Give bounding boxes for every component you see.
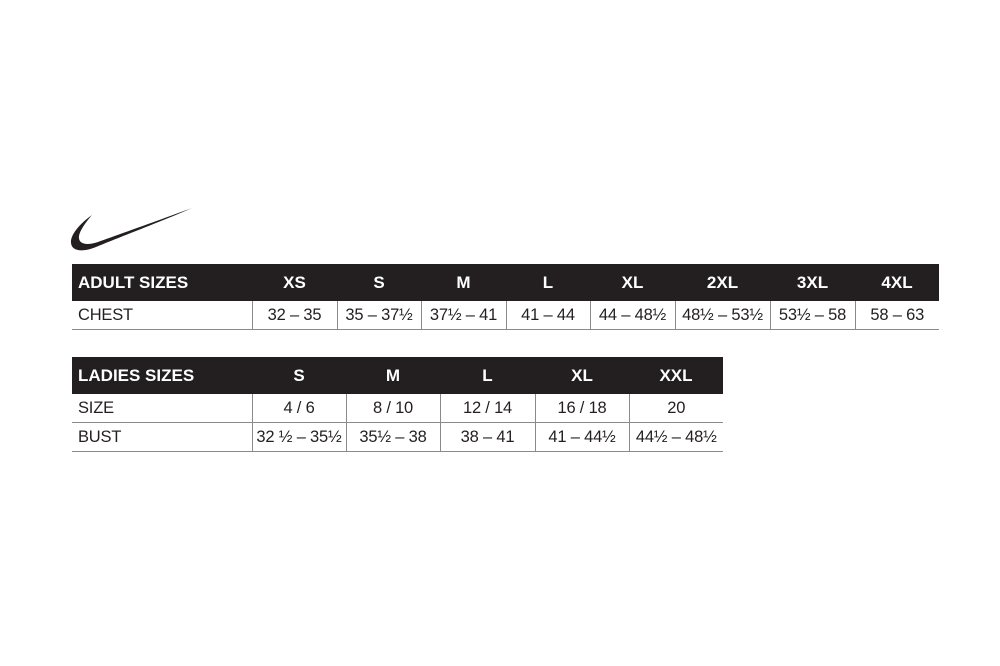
adult-header-row: ADULT SIZES XS S M L XL 2XL 3XL 4XL [72,264,939,301]
ladies-title: LADIES SIZES [72,357,252,394]
size-header: L [506,264,590,301]
size-header: XL [535,357,629,394]
table-cell: 41 – 44½ [534,422,629,452]
size-header: XS [252,264,337,301]
size-header: S [337,264,421,301]
size-header: L [440,357,535,394]
size-header: 2XL [675,264,770,301]
table-cell: 8 / 10 [345,394,440,423]
table-cell: 38 – 41 [439,422,535,452]
table-cell: 37½ – 41 [420,301,506,330]
size-header: S [252,357,346,394]
size-header: M [346,357,440,394]
size-header: 3XL [770,264,855,301]
table-cell: 58 – 63 [854,301,939,330]
table-cell: 32 – 35 [251,301,337,330]
swoosh-logo-icon [70,208,192,251]
size-header: XL [590,264,675,301]
table-cell: 41 – 44 [505,301,590,330]
table-cell: 53½ – 58 [769,301,855,330]
table-cell: 4 / 6 [251,394,346,423]
table-row: CHEST 32 – 35 35 – 37½ 37½ – 41 41 – 44 … [72,301,939,330]
table-cell: 44½ – 48½ [628,422,723,452]
size-header: XXL [629,357,723,394]
table-row: SIZE 4 / 6 8 / 10 12 / 14 16 / 18 20 [72,394,723,423]
table-cell: 20 [628,394,723,423]
table-cell: 16 / 18 [534,394,629,423]
table-cell: 12 / 14 [439,394,535,423]
table-cell: 48½ – 53½ [674,301,770,330]
row-label: SIZE [72,394,252,423]
table-row: BUST 32 ½ – 35½ 35½ – 38 38 – 41 41 – 44… [72,422,723,452]
row-label: CHEST [72,301,252,330]
row-label: BUST [72,422,252,452]
ladies-header-row: LADIES SIZES S M L XL XXL [72,357,723,394]
size-header: 4XL [855,264,939,301]
table-cell: 32 ½ – 35½ [251,422,346,452]
table-cell: 35 – 37½ [336,301,421,330]
adult-title: ADULT SIZES [72,264,252,301]
table-cell: 35½ – 38 [345,422,440,452]
table-cell: 44 – 48½ [589,301,675,330]
size-header: M [421,264,506,301]
adult-size-table: ADULT SIZES XS S M L XL 2XL 3XL 4XL CHES… [72,264,939,330]
ladies-size-table: LADIES SIZES S M L XL XXL SIZE 4 / 6 8 /… [72,357,723,452]
